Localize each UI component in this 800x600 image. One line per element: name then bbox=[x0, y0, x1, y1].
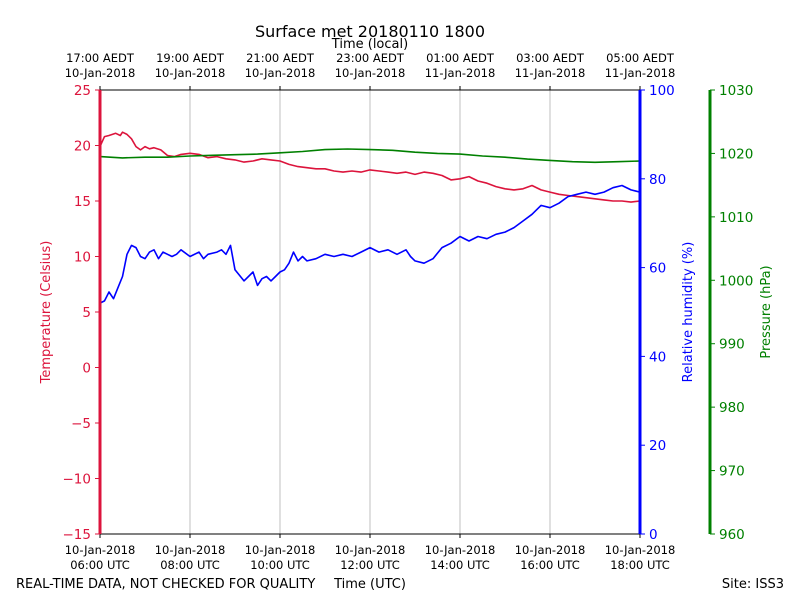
x-tick-label-local-time: 03:00 AEDT bbox=[516, 51, 585, 65]
humidity-tick-label: 40 bbox=[649, 349, 666, 365]
pressure-series-line bbox=[99, 148, 641, 164]
x-tick-label-utc-time: 08:00 UTC bbox=[160, 558, 220, 572]
x-tick-label-local-date: 11-Jan-2018 bbox=[515, 66, 586, 80]
x-tick-label-utc-date: 10-Jan-2018 bbox=[335, 543, 406, 557]
pressure-tick-label: 990 bbox=[719, 337, 745, 353]
x-tick-label-utc-date: 10-Jan-2018 bbox=[65, 543, 136, 557]
temperature-axis-label: Temperature (Celsius) bbox=[39, 241, 54, 385]
pressure-tick-label: 1010 bbox=[719, 210, 753, 226]
temperature-tick-label: 10 bbox=[74, 250, 91, 266]
x-tick-label-local-time: 01:00 AEDT bbox=[426, 51, 495, 65]
temperature-series-line bbox=[99, 131, 641, 203]
site-label: Site: ISS3 bbox=[722, 577, 784, 592]
temperature-tick-label: 15 bbox=[74, 194, 91, 210]
temperature-tick-label: −10 bbox=[63, 472, 92, 488]
x-tick-label-local-time: 05:00 AEDT bbox=[606, 51, 675, 65]
humidity-tick-label: 20 bbox=[649, 438, 666, 454]
chart-title: Surface met 20180110 1800 bbox=[255, 22, 485, 41]
temperature-tick-label: 0 bbox=[82, 361, 91, 377]
x-tick-label-local-date: 10-Jan-2018 bbox=[155, 66, 226, 80]
series-lines bbox=[99, 131, 641, 304]
temperature-tick-label: 25 bbox=[74, 83, 91, 99]
pressure-tick-label: 1000 bbox=[719, 273, 753, 289]
humidity-tick-label: 60 bbox=[649, 261, 666, 277]
x-tick-label-local-time: 23:00 AEDT bbox=[336, 51, 405, 65]
x-tick-label-utc-time: 14:00 UTC bbox=[430, 558, 490, 572]
x-axis-label: Time (UTC) bbox=[333, 577, 406, 592]
x-tick-label-local-date: 10-Jan-2018 bbox=[245, 66, 316, 80]
x-tick-label-utc-time: 16:00 UTC bbox=[520, 558, 580, 572]
humidity-tick-label: 0 bbox=[649, 527, 658, 543]
x-tick-label-utc-date: 10-Jan-2018 bbox=[605, 543, 676, 557]
x-tick-label-utc-date: 10-Jan-2018 bbox=[425, 543, 496, 557]
x-tick-label-local-date: 10-Jan-2018 bbox=[65, 66, 136, 80]
x-tick-label-utc-time: 10:00 UTC bbox=[250, 558, 310, 572]
grid-lines bbox=[189, 90, 551, 534]
x-tick-label-utc-time: 18:00 UTC bbox=[610, 558, 670, 572]
humidity-tick-label: 80 bbox=[649, 172, 666, 188]
x-tick-label-utc-time: 06:00 UTC bbox=[70, 558, 130, 572]
pressure-tick-label: 960 bbox=[719, 527, 745, 543]
x-tick-label-utc-date: 10-Jan-2018 bbox=[245, 543, 316, 557]
x-tick-label-local-date: 11-Jan-2018 bbox=[605, 66, 676, 80]
pressure-axis-label: Pressure (hPa) bbox=[759, 265, 774, 358]
pressure-tick-label: 1030 bbox=[719, 83, 753, 99]
humidity-axis-label: Relative humidity (%) bbox=[681, 242, 696, 383]
pressure-tick-label: 980 bbox=[719, 400, 745, 416]
x-tick-label-local-time: 21:00 AEDT bbox=[246, 51, 315, 65]
x-tick-label-utc-date: 10-Jan-2018 bbox=[515, 543, 586, 557]
temperature-tick-label: 5 bbox=[82, 305, 91, 321]
x-tick-label-utc-date: 10-Jan-2018 bbox=[155, 543, 226, 557]
pressure-tick-label: 970 bbox=[719, 464, 745, 480]
x-tick-label-local-time: 19:00 AEDT bbox=[156, 51, 225, 65]
x-tick-label-local-date: 10-Jan-2018 bbox=[335, 66, 406, 80]
x-tick-label-local-time: 17:00 AEDT bbox=[66, 51, 135, 65]
x-tick-label-local-date: 11-Jan-2018 bbox=[425, 66, 496, 80]
x-tick-label-utc-time: 12:00 UTC bbox=[340, 558, 400, 572]
temperature-tick-label: 20 bbox=[74, 139, 91, 155]
top-axis-label: Time (local) bbox=[331, 37, 408, 52]
temperature-tick-label: −5 bbox=[71, 416, 91, 432]
temperature-tick-label: −15 bbox=[63, 527, 92, 543]
pressure-tick-label: 1020 bbox=[719, 146, 753, 162]
quality-disclaimer: REAL-TIME DATA, NOT CHECKED FOR QUALITY bbox=[16, 577, 315, 592]
humidity-series-line bbox=[99, 184, 641, 304]
humidity-tick-label: 100 bbox=[649, 83, 675, 99]
